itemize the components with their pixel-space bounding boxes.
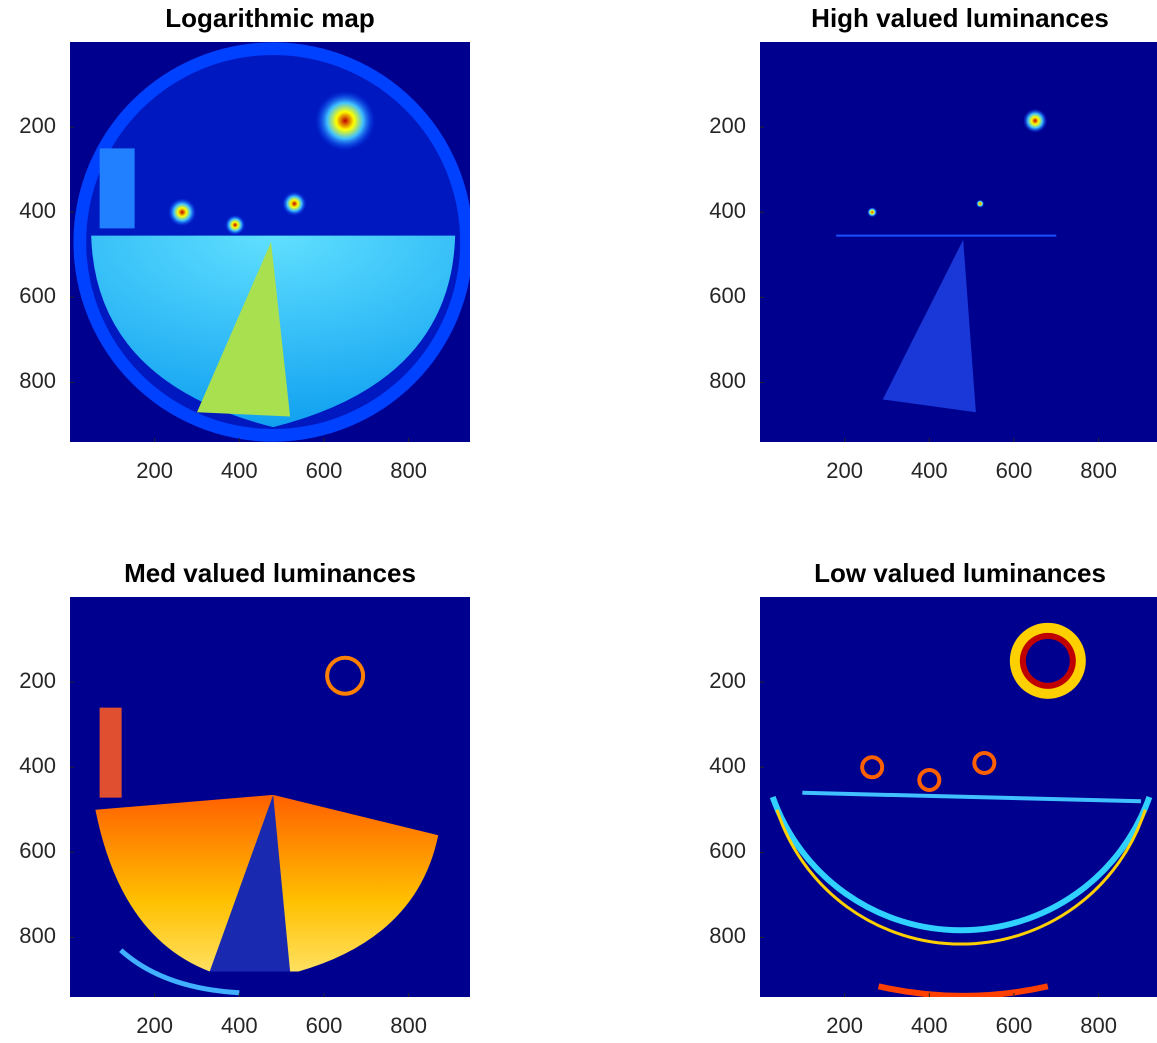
light bbox=[225, 215, 245, 235]
image bbox=[70, 42, 473, 442]
x-tick-label: 600 bbox=[996, 458, 1033, 483]
x-tick-label: 400 bbox=[221, 1013, 258, 1038]
subplot: Logarithmic map 200 400 600 800 200 400 600 800 bbox=[19, 3, 473, 483]
x-tick-label: 200 bbox=[136, 458, 173, 483]
x-tick-label: 200 bbox=[826, 458, 863, 483]
light bbox=[1023, 109, 1047, 133]
x-tick-label: 400 bbox=[911, 458, 948, 483]
y-tick-label: 200 bbox=[19, 113, 56, 138]
subplot-title: Logarithmic map bbox=[165, 3, 374, 33]
y-tick-label: 800 bbox=[19, 923, 56, 948]
x-tick-label: 600 bbox=[996, 1013, 1033, 1038]
y-tick-label: 800 bbox=[709, 923, 746, 948]
light bbox=[976, 200, 984, 208]
y-tick-label: 200 bbox=[19, 668, 56, 693]
x-tick-label: 600 bbox=[306, 458, 343, 483]
subplot: Med valued luminances 200 400 600 800 200 400 6… bbox=[19, 558, 470, 1038]
figure: Logarithmic map200400600800200400600800H… bbox=[0, 0, 1157, 1043]
x-tick-label: 200 bbox=[136, 1013, 173, 1038]
page: Logarithmic map200400600800200400600800H… bbox=[0, 0, 1157, 1043]
y-tick-label: 400 bbox=[19, 198, 56, 223]
x-tick-label: 800 bbox=[1080, 1013, 1117, 1038]
x-tick-label: 800 bbox=[390, 458, 427, 483]
y-tick-label: 400 bbox=[709, 198, 746, 223]
light bbox=[315, 91, 375, 151]
x-tick-label: 800 bbox=[390, 1013, 427, 1038]
x-tick-label: 200 bbox=[826, 1013, 863, 1038]
y-tick-label: 600 bbox=[709, 283, 746, 308]
y-tick-label: 600 bbox=[19, 838, 56, 863]
building bbox=[100, 148, 135, 228]
y-tick-label: 800 bbox=[709, 368, 746, 393]
building bbox=[100, 708, 122, 798]
light bbox=[168, 198, 196, 226]
image bbox=[760, 597, 1157, 997]
light bbox=[282, 192, 306, 216]
subplot-title: Low valued luminances bbox=[814, 558, 1106, 588]
y-tick-label: 200 bbox=[709, 113, 746, 138]
y-tick-label: 400 bbox=[19, 753, 56, 778]
y-tick-label: 600 bbox=[19, 283, 56, 308]
y-tick-label: 200 bbox=[709, 668, 746, 693]
image bbox=[70, 597, 470, 997]
subplot: Low valued luminances 200 400 600 800 200 400 6… bbox=[709, 558, 1157, 1038]
y-tick-label: 600 bbox=[709, 838, 746, 863]
subplot-title: Med valued luminances bbox=[124, 558, 416, 588]
x-tick-label: 800 bbox=[1080, 458, 1117, 483]
x-tick-label: 400 bbox=[221, 458, 258, 483]
light-inner bbox=[1026, 639, 1070, 683]
light bbox=[867, 207, 877, 217]
image bbox=[760, 42, 1157, 442]
y-tick-label: 400 bbox=[709, 753, 746, 778]
subplot-title: High valued luminances bbox=[811, 3, 1109, 33]
subplot: High valued luminances 200 400 600 800 200 400… bbox=[709, 3, 1157, 483]
x-tick-label: 400 bbox=[911, 1013, 948, 1038]
y-tick-label: 800 bbox=[19, 368, 56, 393]
x-tick-label: 600 bbox=[306, 1013, 343, 1038]
